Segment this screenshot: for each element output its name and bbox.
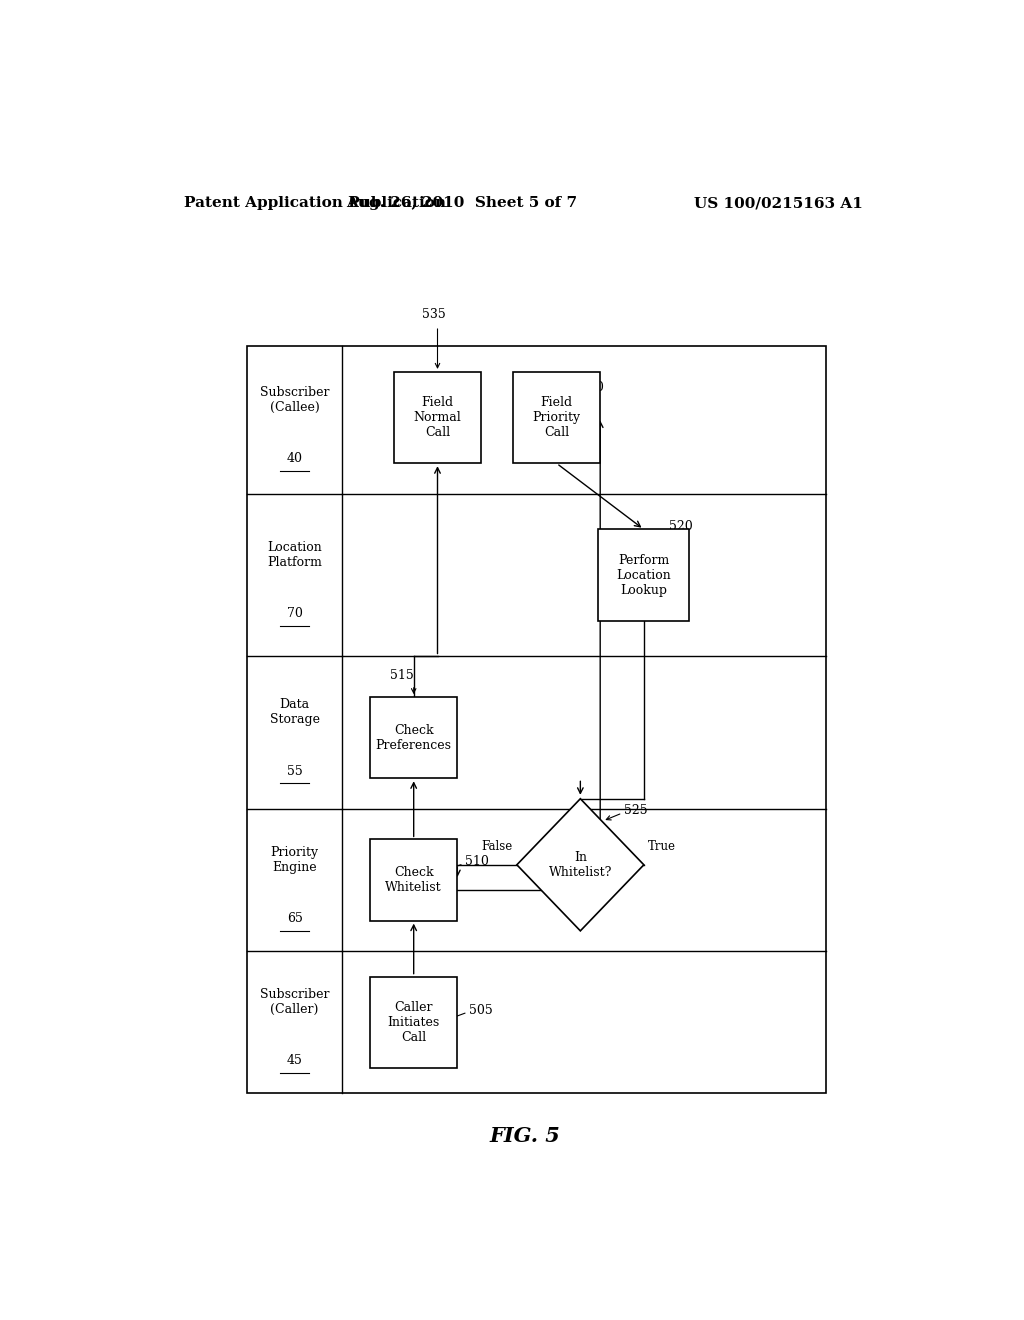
Text: 65: 65 [287,912,303,925]
Text: Check
Preferences: Check Preferences [376,723,452,752]
Bar [370,977,458,1068]
Bar [598,529,689,620]
Text: 520: 520 [670,520,693,533]
Text: Field
Priority
Call: Field Priority Call [532,396,581,440]
Text: US 100/0215163 A1: US 100/0215163 A1 [694,197,863,210]
Text: 525: 525 [624,804,647,817]
Text: 505: 505 [469,1003,493,1016]
Text: Subscriber
(Caller): Subscriber (Caller) [260,987,330,1016]
Text: Aug. 26, 2010  Sheet 5 of 7: Aug. 26, 2010 Sheet 5 of 7 [346,197,577,210]
Text: 515: 515 [390,669,414,682]
Text: 40: 40 [287,453,303,465]
Text: Perform
Location
Lookup: Perform Location Lookup [616,553,671,597]
Polygon shape [517,799,644,931]
Text: Data
Storage: Data Storage [269,698,319,726]
Text: Priority
Engine: Priority Engine [270,846,318,874]
Text: 55: 55 [287,764,302,777]
Text: FIG. 5: FIG. 5 [489,1126,560,1146]
Text: True: True [648,840,676,853]
Text: Caller
Initiates
Call: Caller Initiates Call [387,1001,440,1044]
Bar [370,697,458,779]
Text: 45: 45 [287,1055,303,1068]
Text: Patent Application Publication: Patent Application Publication [183,197,445,210]
Text: Location
Platform: Location Platform [267,541,323,569]
Text: False: False [481,840,513,853]
Text: 510: 510 [465,855,489,869]
Bar [513,372,600,463]
Text: Subscriber
(Callee): Subscriber (Callee) [260,385,330,413]
Text: Field
Normal
Call: Field Normal Call [414,396,462,440]
Bar [370,840,458,921]
Text: 530: 530 [581,380,604,393]
Bar [247,346,826,1093]
Text: 70: 70 [287,607,303,620]
Bar [394,372,481,463]
Text: 535: 535 [422,308,445,321]
Text: In
Whitelist?: In Whitelist? [549,851,612,879]
Text: Check
Whitelist: Check Whitelist [385,866,442,894]
